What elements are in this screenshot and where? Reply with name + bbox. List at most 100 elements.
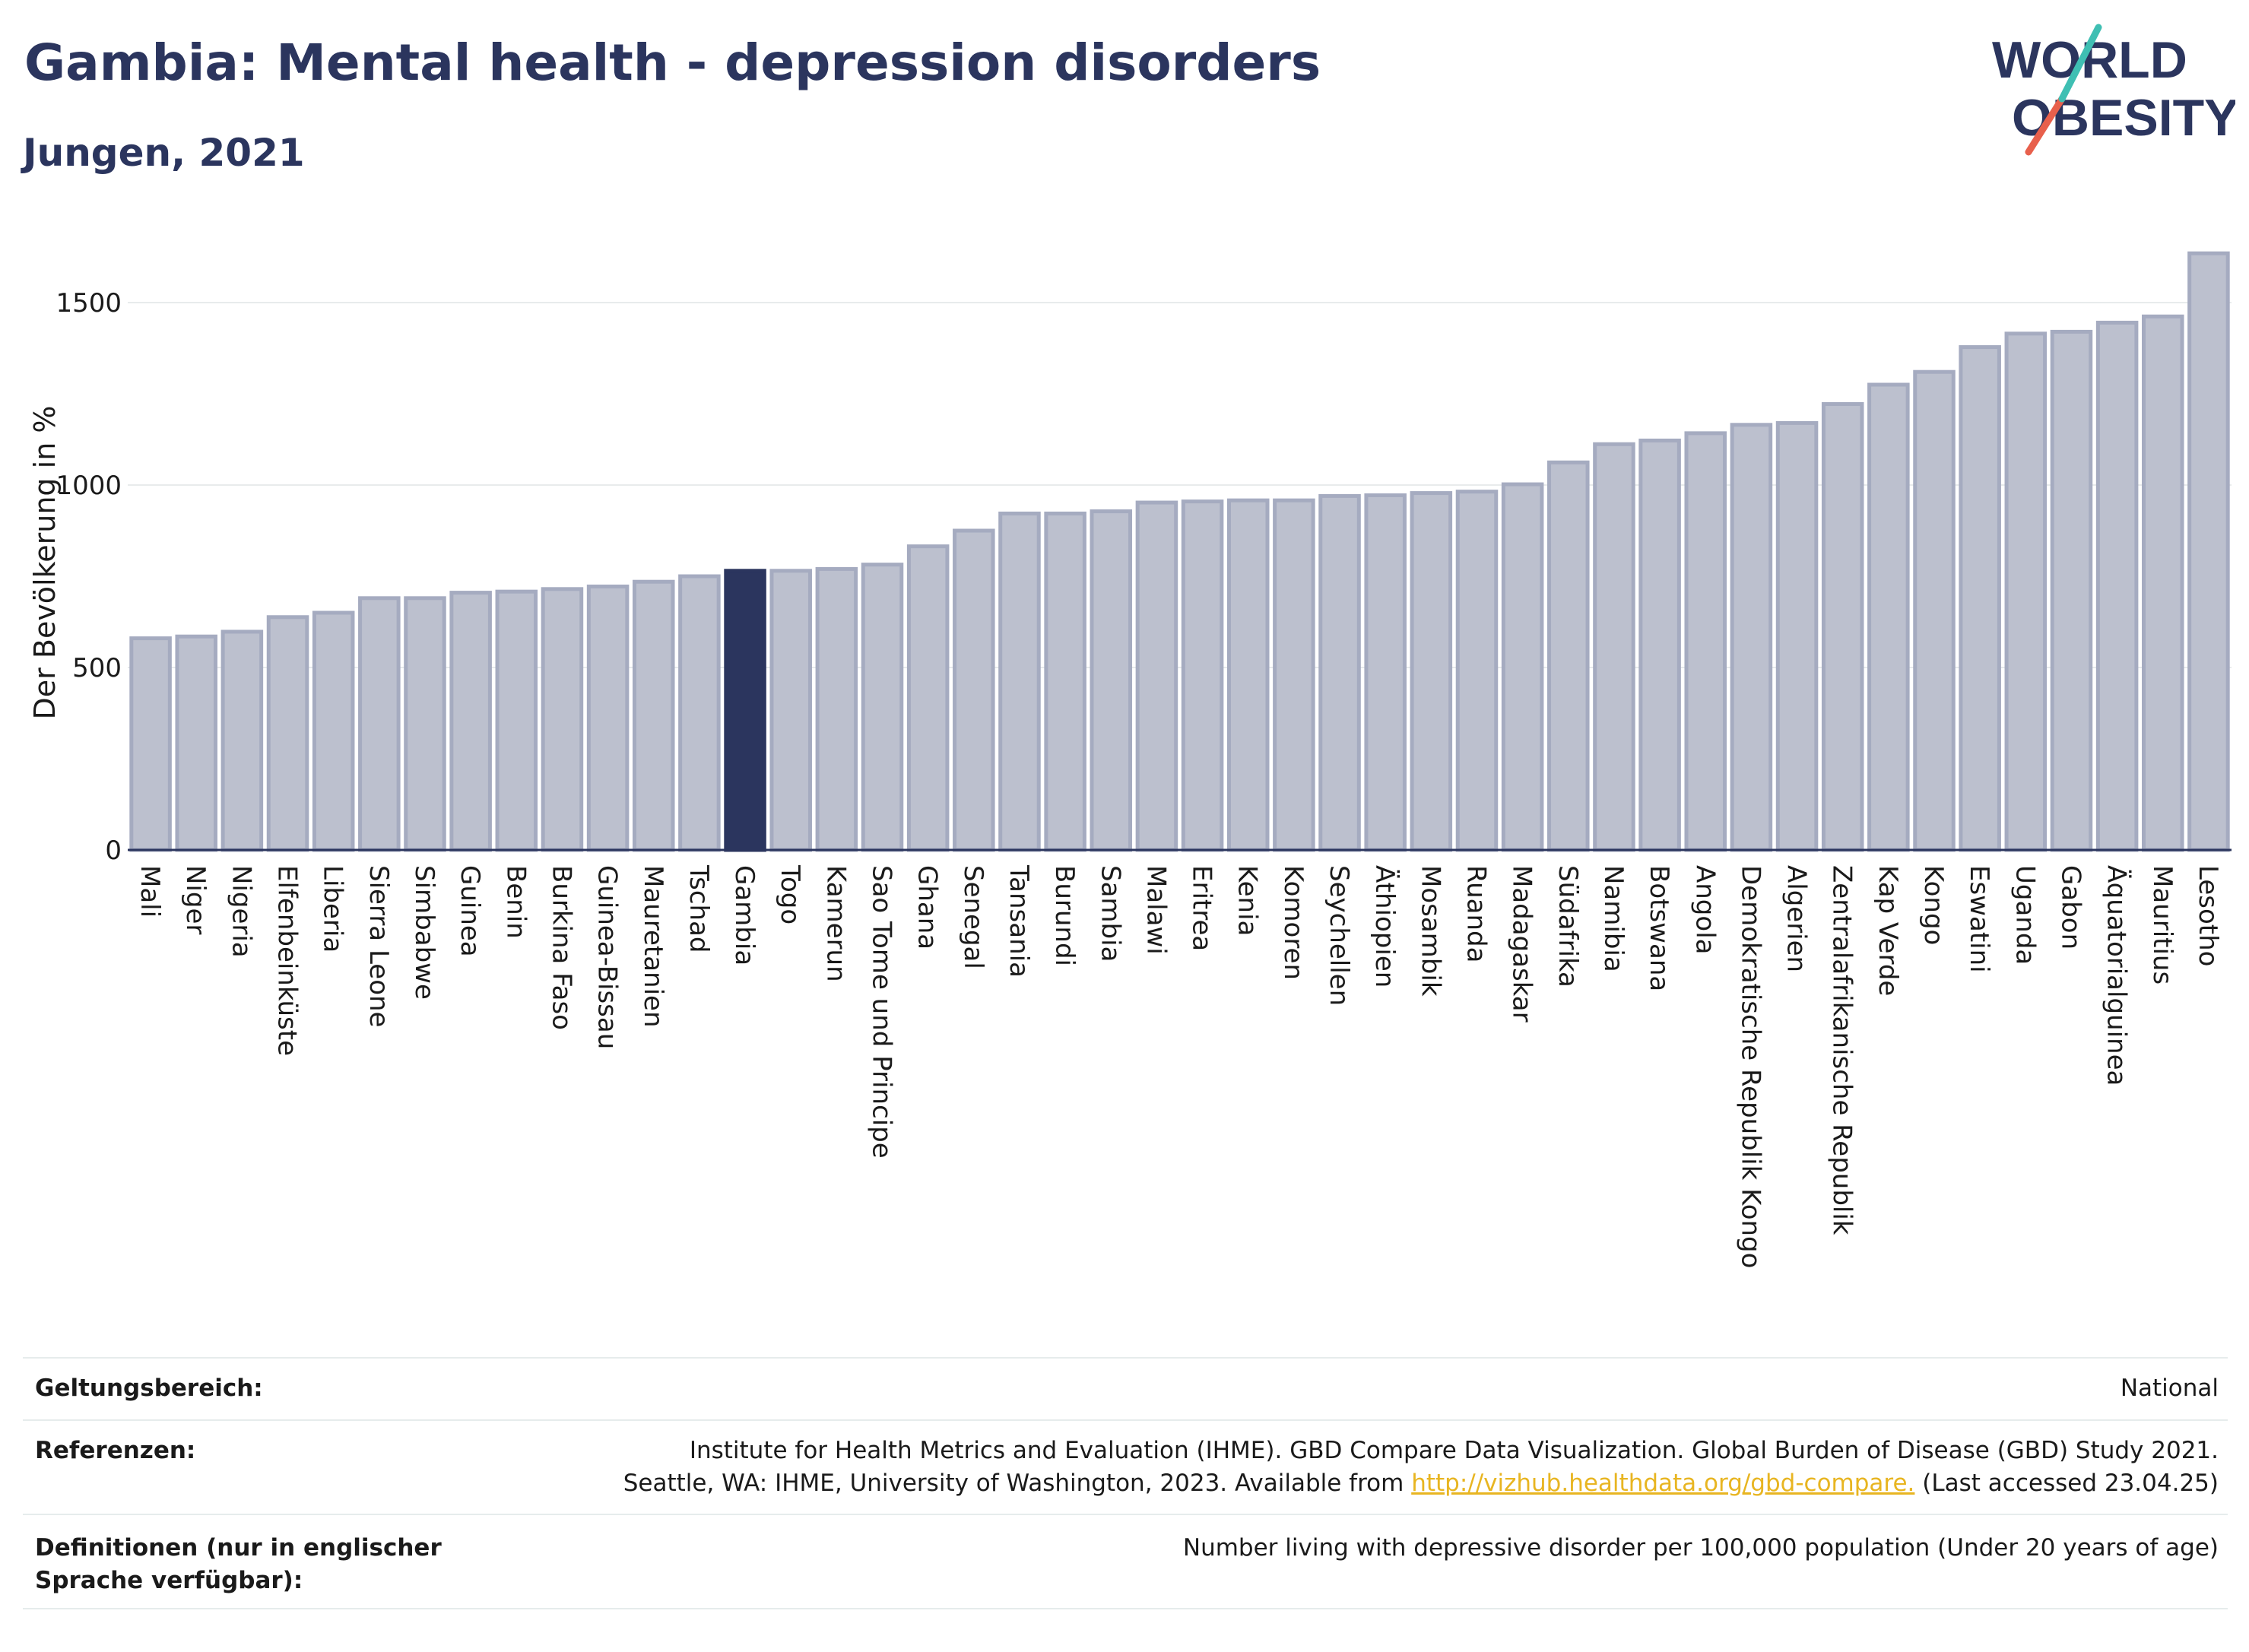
bars: [129, 251, 2230, 852]
bar: [1775, 420, 1819, 852]
bar: [1959, 345, 2001, 852]
bar: [2095, 320, 2139, 852]
references-link[interactable]: http://vizhub.healthdata.org/gbd-compare…: [1411, 1470, 1915, 1497]
references-line2-suffix: (Last accessed 23.04.25): [1914, 1470, 2219, 1497]
x-tick-label: Togo: [775, 864, 805, 924]
x-tick-label: Zentralafrikanische Republik: [1827, 865, 1857, 1235]
bar: [861, 563, 904, 852]
bar: [312, 610, 355, 852]
x-tick-label: Burundi: [1049, 865, 1080, 966]
x-tick-label: Eritrea: [1187, 865, 1217, 951]
bar: [175, 634, 217, 852]
x-tick-label: Mali: [135, 865, 165, 918]
x-tick-label: Kamerun: [820, 865, 851, 982]
x-tick-label: Elfenbeinküste: [272, 865, 303, 1056]
bar: [266, 615, 309, 852]
logo-slash-red: [2025, 95, 2066, 156]
x-tick-label: Kap Verde: [1873, 865, 1903, 996]
bar: [1913, 369, 1956, 852]
bar: [129, 636, 172, 852]
bar: [1638, 438, 1681, 852]
world-obesity-logo: WORLD OBESITY: [1992, 24, 2235, 156]
bar: [632, 579, 675, 852]
x-tick-label: Gambia: [729, 865, 760, 966]
bar: [1410, 491, 1453, 852]
bar: [220, 629, 264, 852]
x-tick-label: Liberia: [318, 865, 348, 953]
x-tick-label: Äthiopien: [1369, 865, 1400, 988]
bar: [358, 596, 401, 852]
x-tick-label: Guinea-Bissau: [592, 865, 623, 1049]
x-tick-label: Tansania: [1004, 864, 1034, 978]
bar: [1547, 460, 1590, 852]
bar: [815, 566, 858, 852]
x-tick-label: Gabon: [2055, 865, 2086, 950]
y-tick-label: 500: [72, 653, 122, 683]
x-tick-label: Demokratische Republik Kongo: [1735, 865, 1765, 1268]
bar: [2142, 314, 2184, 852]
x-tick-label: Uganda: [2010, 865, 2040, 965]
y-axis-ticks: 0 500 1000 1500: [56, 288, 122, 866]
info-row-definitions: Definitionen (nur in englischer Sprache …: [23, 1514, 2228, 1609]
bar: [953, 528, 995, 852]
logo-slash-teal: [2058, 24, 2102, 103]
x-tick-label: Kongo: [1918, 865, 1949, 945]
x-tick-label: Algerien: [1781, 865, 1812, 972]
bar: [678, 574, 721, 852]
bar: [586, 584, 630, 852]
x-tick-label: Niger: [180, 865, 211, 934]
bar: [998, 511, 1041, 852]
x-tick-label: Ghana: [912, 865, 943, 950]
bar: [1226, 498, 1270, 852]
definitions-label: Definitionen (nur in englischer Sprache …: [35, 1534, 442, 1594]
bar: [1090, 509, 1133, 852]
x-tick-label: Sao Tome und Principe: [867, 865, 897, 1159]
bar: [449, 591, 492, 852]
bar: [1867, 382, 1910, 852]
x-tick-label: Benin: [500, 865, 531, 939]
bar: [1364, 493, 1407, 852]
bar: [1593, 442, 1635, 852]
x-tick-label: Nigeria: [226, 865, 256, 958]
bar: [1318, 493, 1361, 852]
x-tick-label: Seychellen: [1324, 865, 1354, 1006]
bar: [1044, 511, 1086, 852]
scope-label: Geltungsbereich:: [35, 1375, 263, 1402]
x-tick-label: Burkina Faso: [546, 865, 576, 1030]
bar: [1455, 490, 1499, 852]
y-tick-label: 1500: [56, 288, 122, 319]
bar: [2050, 329, 2093, 852]
x-tick-label: Sierra Leone: [363, 865, 394, 1027]
info-table: Geltungsbereich: National Referenzen: In…: [23, 1357, 2228, 1609]
x-tick-label: Malawi: [1140, 865, 1171, 955]
x-tick-label: Mauretanien: [638, 865, 668, 1028]
bar: [1501, 482, 1544, 852]
x-tick-label: Botswana: [1644, 865, 1674, 991]
x-tick-label: Südafrika: [1553, 865, 1583, 988]
bar: [1273, 498, 1315, 852]
references-label: Referenzen:: [35, 1437, 196, 1464]
x-tick-label: Eswatini: [1964, 865, 1994, 973]
x-tick-label: Namibia: [1598, 865, 1629, 972]
info-row-scope: Geltungsbereich: National: [23, 1357, 2228, 1419]
scope-value: National: [2120, 1375, 2219, 1402]
x-tick-label: Angola: [1689, 865, 1720, 954]
chart-title: Gambia: Mental health - depression disor…: [24, 33, 1321, 92]
bar: [541, 587, 584, 852]
bar: [1684, 431, 1727, 852]
definitions-value: Number living with depressive disorder p…: [1182, 1534, 2219, 1562]
x-tick-label: Äquatorialguinea: [2101, 865, 2132, 1086]
x-tick-label: Senegal: [958, 865, 988, 969]
x-tick-label: Kenia: [1232, 865, 1263, 936]
x-tick-label: Lesotho: [2193, 865, 2223, 966]
y-tick-label: 1000: [56, 471, 122, 501]
x-tick-label: Ruanda: [1461, 865, 1491, 962]
x-axis-ticks: Mali Niger Nigeria Elfenbeinküste Liberia Sie…: [135, 864, 2223, 1268]
y-axis-label: Der Bevölkerung in %: [28, 406, 62, 720]
bar: [1821, 401, 1864, 852]
info-row-references: Referenzen: Institute for Health Metrics…: [23, 1419, 2228, 1514]
bar: [1135, 500, 1178, 852]
x-tick-label: Simbabwe: [409, 865, 439, 1000]
references-line2-text: Seattle, WA: IHME, University of Washing…: [623, 1470, 1412, 1497]
chart-subtitle: Jungen, 2021: [23, 131, 305, 175]
